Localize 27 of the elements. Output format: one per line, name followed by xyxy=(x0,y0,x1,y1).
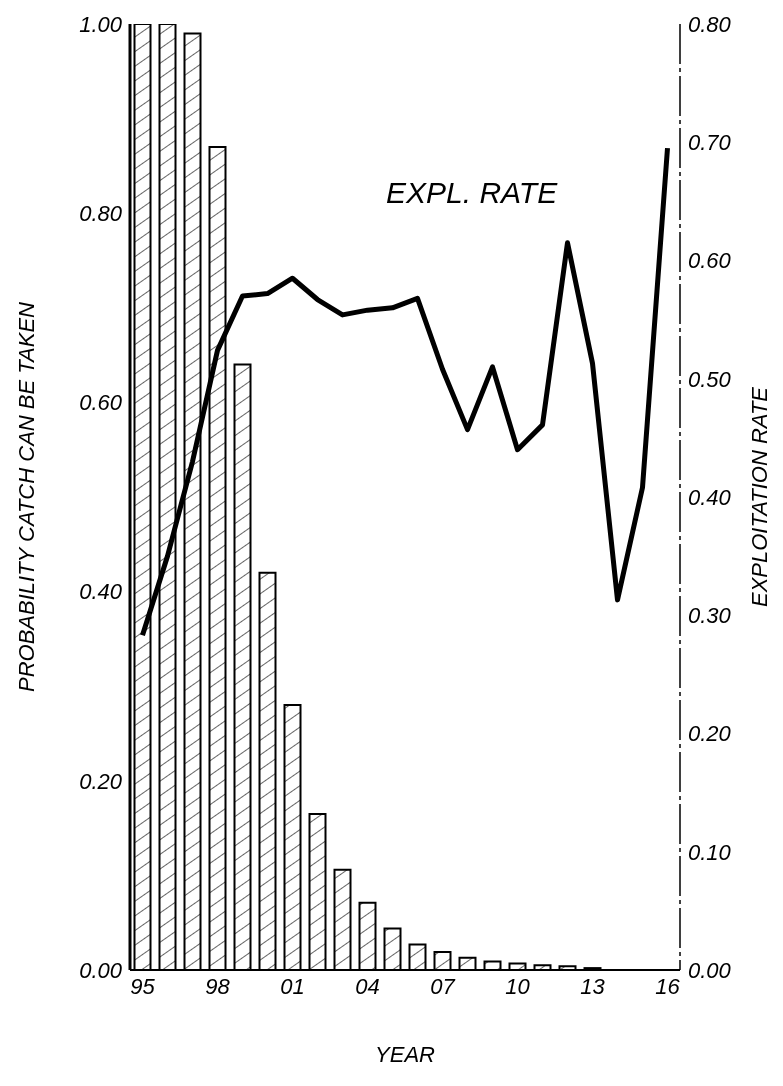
x-tick-label: 10 xyxy=(505,973,531,999)
y2-tick-label: 0.30 xyxy=(688,603,732,629)
y2-tick-label: 0.40 xyxy=(688,484,732,510)
x-tick-label: 98 xyxy=(205,973,231,999)
y-axis-title: PROBABILITY CATCH CAN BE TAKEN xyxy=(13,301,39,692)
x-axis-title: YEAR xyxy=(375,1042,436,1067)
y-tick-label: 1.00 xyxy=(79,11,123,37)
x-tick-label: 16 xyxy=(655,973,681,999)
x-tick-label: 95 xyxy=(130,973,156,999)
y2-tick-label: 0.80 xyxy=(688,11,732,37)
y-tick-label: 0.40 xyxy=(79,579,123,605)
x-tick-label: 01 xyxy=(280,973,305,999)
x-tick-label: 07 xyxy=(430,973,456,999)
x-tick-label: 04 xyxy=(355,973,380,999)
y-tick-label: 0.60 xyxy=(79,390,123,416)
y2-tick-label: 0.20 xyxy=(688,721,732,747)
y2-tick-label: 0.00 xyxy=(688,957,732,983)
series-label: EXPL. RATE xyxy=(386,176,558,210)
y2-tick-label: 0.70 xyxy=(688,130,732,156)
y-tick-label: 0.80 xyxy=(79,201,123,227)
y-tick-label: 0.20 xyxy=(79,768,123,794)
y2-tick-label: 0.10 xyxy=(688,839,732,865)
y2-tick-label: 0.60 xyxy=(688,248,732,274)
x-tick-label: 13 xyxy=(580,973,606,999)
y2-tick-label: 0.50 xyxy=(688,366,732,392)
y-tick-label: 0.00 xyxy=(79,957,123,983)
y2-axis-title: EXPLOITATION RATE xyxy=(746,386,772,608)
